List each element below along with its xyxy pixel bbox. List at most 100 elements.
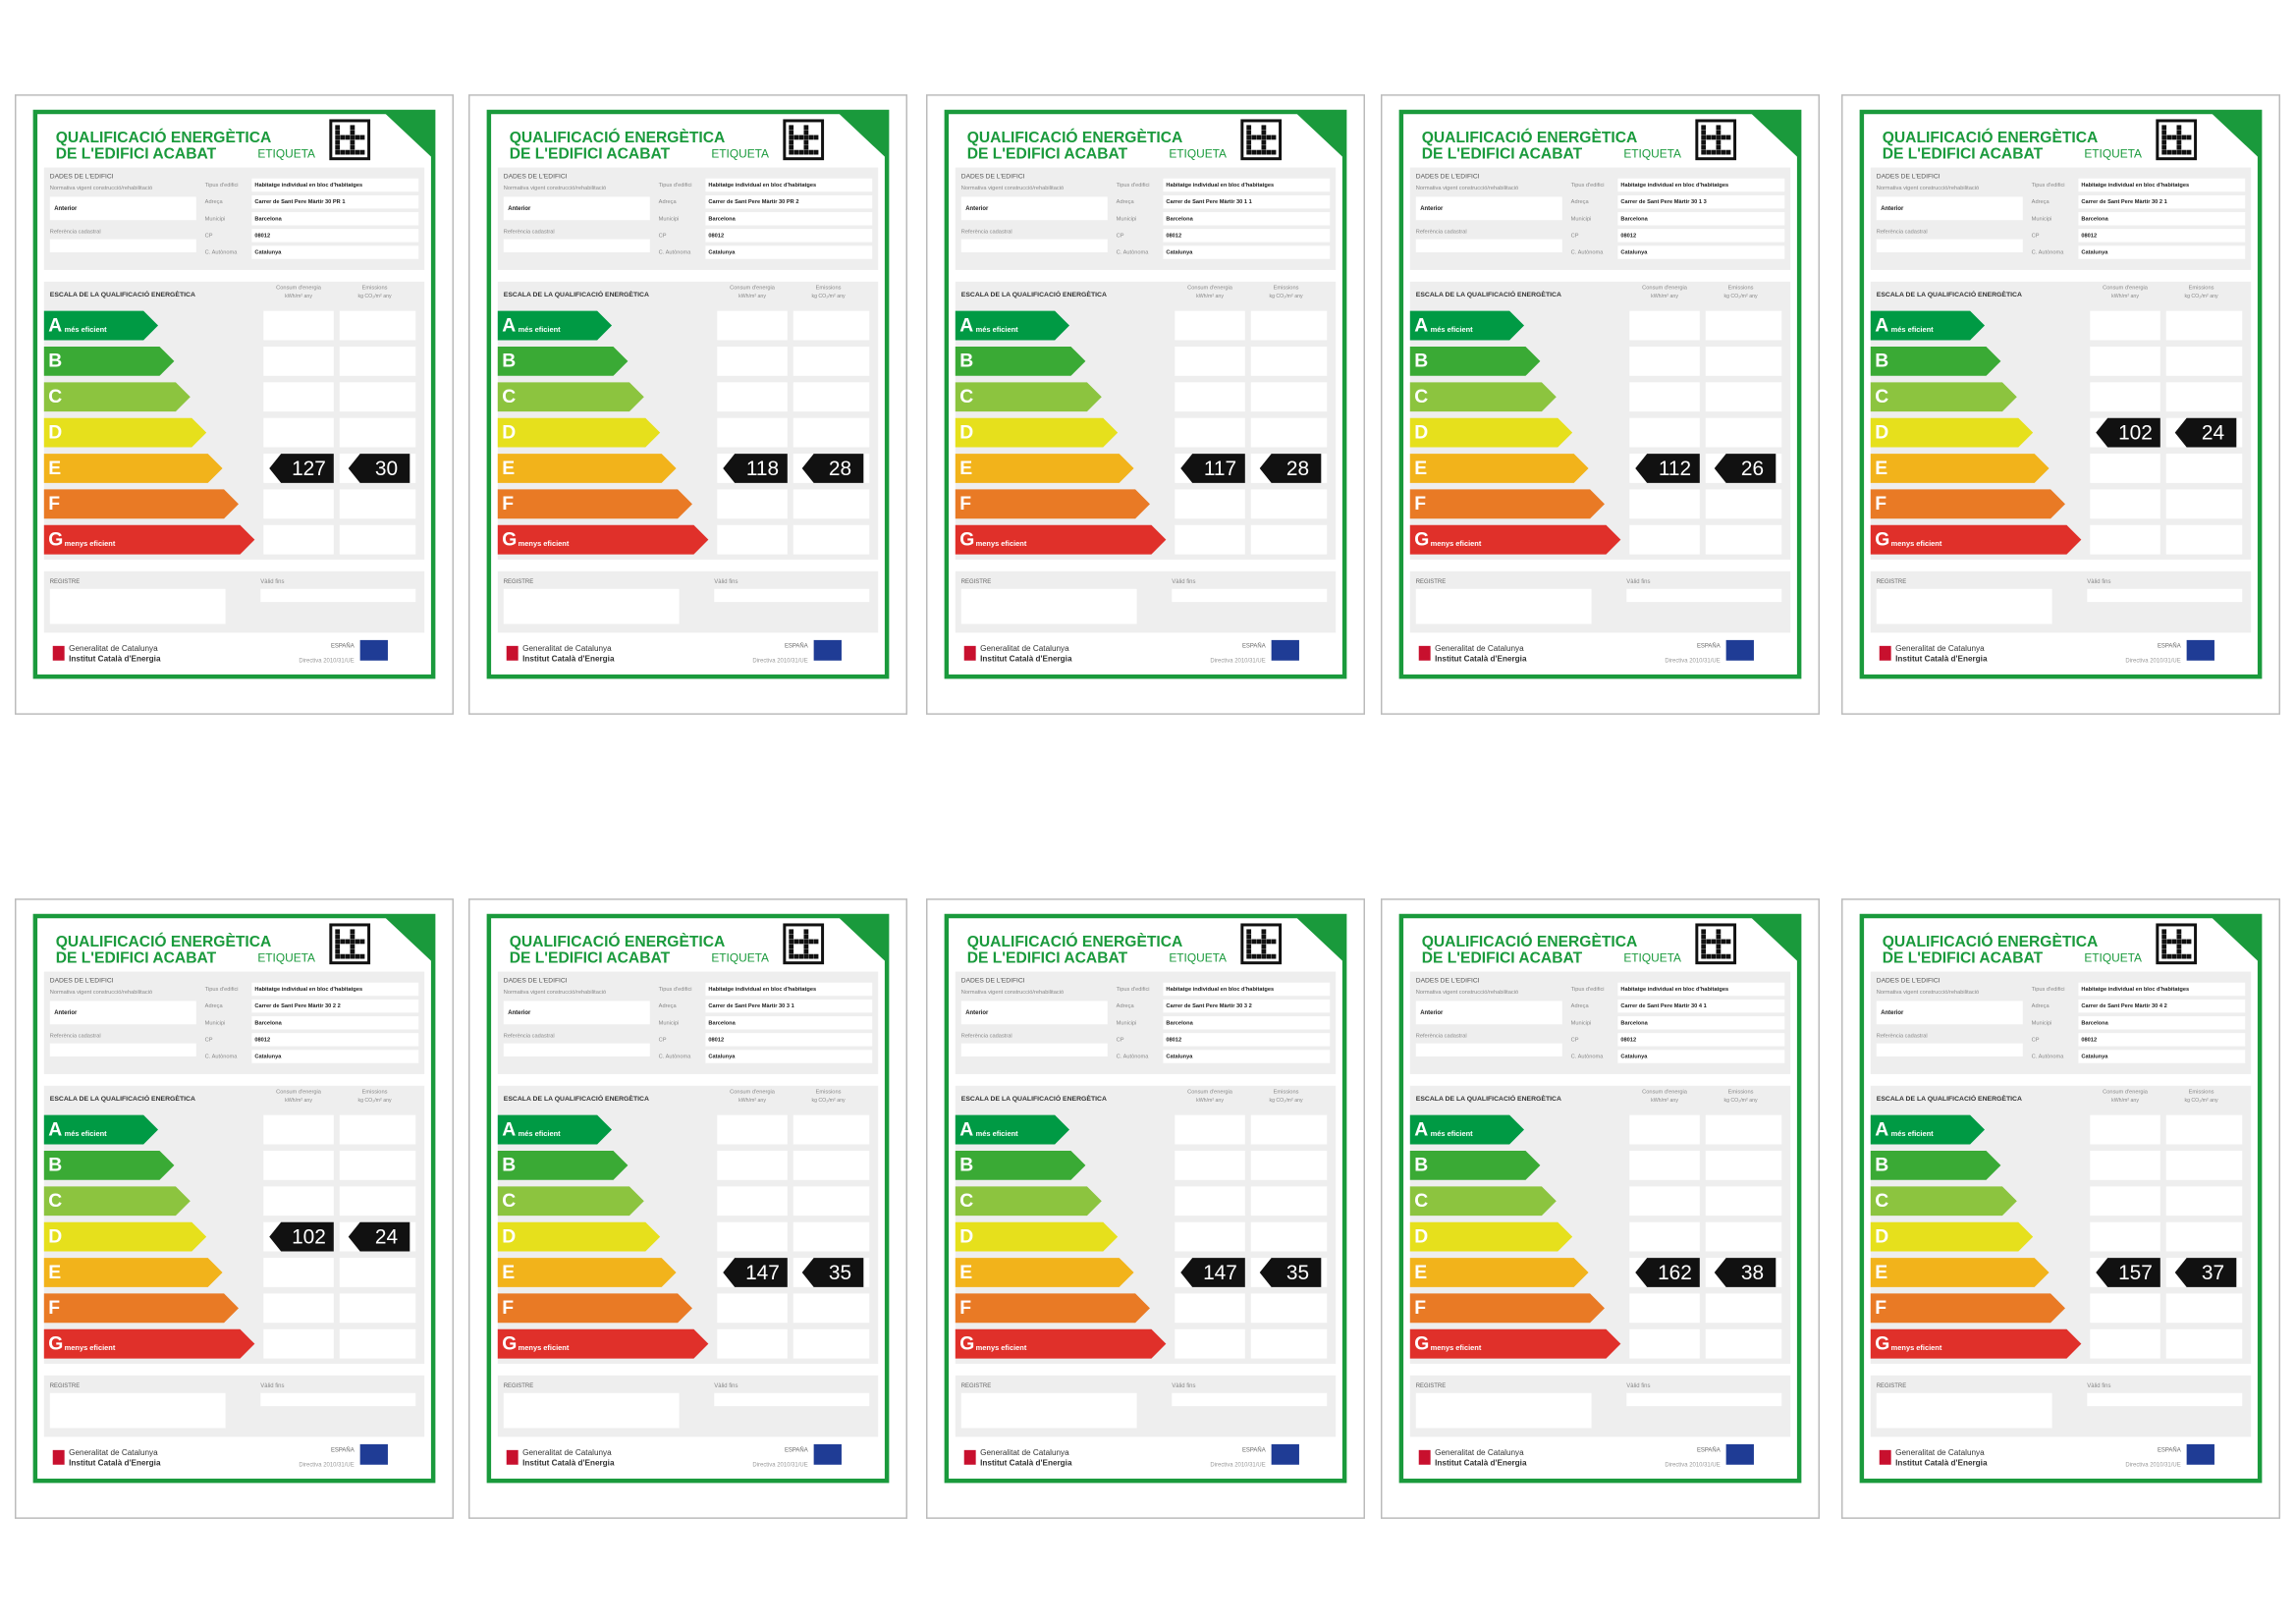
qr-cell: [1271, 953, 1277, 959]
qr-cell: [335, 953, 341, 959]
cell: [2090, 1328, 2160, 1359]
column-header: Consum d'energia: [1187, 1089, 1233, 1095]
scale-arrow: [43, 1221, 207, 1252]
cell: [339, 1328, 416, 1359]
scale-letter: G: [502, 1333, 517, 1355]
field-label: Normativa vigent construcció/rehabilitac…: [1877, 990, 1979, 996]
field-value: Anterior: [54, 1010, 78, 1016]
etiqueta: ETIQUETA: [1169, 146, 1227, 160]
field-label: Adreça: [2032, 199, 2050, 205]
field-box: [251, 212, 419, 226]
scale-arrow: [43, 1293, 239, 1324]
scale-letter: D: [48, 1225, 62, 1247]
qr-cell: [2176, 125, 2182, 131]
consumption-value: 117: [1204, 458, 1236, 480]
scale-arrow: [955, 346, 1086, 376]
field-label: REGISTRE: [1877, 1383, 1906, 1389]
cell: [2165, 1293, 2243, 1324]
scale-letter: B: [502, 1155, 516, 1176]
scale-letter: D: [1414, 421, 1428, 443]
footer-text: Directiva 2010/31/UE: [752, 1462, 807, 1468]
cell: [2165, 1328, 2243, 1359]
qr-cell: [2171, 953, 2177, 959]
scale-note: més eficient: [1431, 1129, 1474, 1138]
scale-letter: C: [502, 1190, 516, 1212]
cell: [339, 524, 416, 555]
field-label: CP: [205, 1037, 213, 1043]
scale-letter: G: [48, 1333, 63, 1355]
qr-cell: [1725, 135, 1731, 140]
scale-letter: A: [1414, 314, 1428, 336]
title: DE L'EDIFICI ACABAT: [1422, 949, 1583, 966]
qr-cell: [813, 135, 819, 140]
qr-cell: [335, 144, 341, 150]
field-label: Normativa vigent construcció/rehabilitac…: [504, 186, 606, 191]
cell: [717, 489, 788, 519]
scale-note: més eficient: [1431, 325, 1474, 334]
field-box: [705, 1016, 873, 1030]
cell: [263, 489, 334, 519]
qr-cell: [355, 149, 360, 155]
eu-flag: [359, 639, 388, 661]
column-header: kWh/m² any: [2111, 294, 2139, 299]
cell: [2090, 454, 2160, 483]
qr-cell: [2161, 149, 2167, 155]
cell: [339, 1293, 416, 1324]
qr-cell: [1721, 939, 1726, 945]
cell: [1629, 382, 1700, 412]
field-value: 08012: [2081, 233, 2097, 239]
field-label: CP: [2032, 1037, 2040, 1043]
qr-cell: [350, 125, 355, 131]
qr-cell: [803, 125, 809, 131]
rating-arrow: [1714, 1258, 1777, 1287]
footer-text: ESPAÑA: [331, 1446, 355, 1453]
field-label: Referència cadastral: [1877, 230, 1928, 236]
scale-letter: A: [48, 314, 62, 336]
field-label: Tipus d'edifici: [1571, 987, 1605, 993]
etiqueta: ETIQUETA: [1623, 146, 1681, 160]
field-box: [705, 1050, 873, 1063]
qr-cell: [2176, 948, 2182, 954]
title: QUALIFICACIÓ ENERGÈTICA: [967, 932, 1183, 950]
footer-text: Directiva 2010/31/UE: [299, 1462, 354, 1468]
scale-arrow: [43, 489, 239, 519]
qr-cell: [2161, 125, 2167, 131]
emissions-value: 37: [2202, 1262, 2224, 1284]
field-box: [960, 1001, 1108, 1025]
qr-cell: [335, 934, 341, 940]
scale-letter: E: [1414, 1262, 1427, 1283]
consumption-value: 147: [745, 1262, 780, 1284]
qr-cell: [1271, 149, 1277, 155]
scale-letter: E: [1414, 458, 1427, 479]
cell: [263, 1186, 334, 1217]
qr-cell: [803, 948, 809, 954]
column-header: kWh/m² any: [285, 294, 312, 299]
column-header: Consum d'energia: [2103, 285, 2149, 291]
scale-arrow: [1870, 1114, 1986, 1145]
field-value: Barcelona: [2081, 216, 2108, 222]
field-label: Municipi: [205, 216, 226, 222]
field-value: Catalunya: [2081, 250, 2108, 256]
footer-text: Institut Català d'Energia: [1435, 654, 1527, 663]
cell: [263, 1328, 334, 1359]
rating-arrow: [348, 454, 410, 483]
section-title: ESCALA DE LA QUALIFICACIÓ ENERGÈTICA: [504, 290, 649, 298]
column-header: Emissions: [1728, 1089, 1754, 1095]
field-label: CP: [205, 233, 213, 239]
cell: [717, 1186, 788, 1217]
cell: [1250, 489, 1328, 519]
cell: [1175, 1293, 1245, 1324]
qr-cell: [1261, 929, 1267, 935]
cell: [793, 1221, 870, 1252]
title: DE L'EDIFICI ACABAT: [967, 949, 1128, 966]
cell: [1175, 1114, 1245, 1145]
qr-cell: [2186, 939, 2192, 945]
qr-cell: [2186, 135, 2192, 140]
qr-cell: [359, 953, 365, 959]
footer-text: Generalitat de Catalunya: [522, 1448, 612, 1457]
gencat-logo: [52, 645, 65, 661]
qr-cell: [793, 953, 799, 959]
cell: [2090, 382, 2160, 412]
field-label: C. Autònoma: [1571, 250, 1605, 256]
